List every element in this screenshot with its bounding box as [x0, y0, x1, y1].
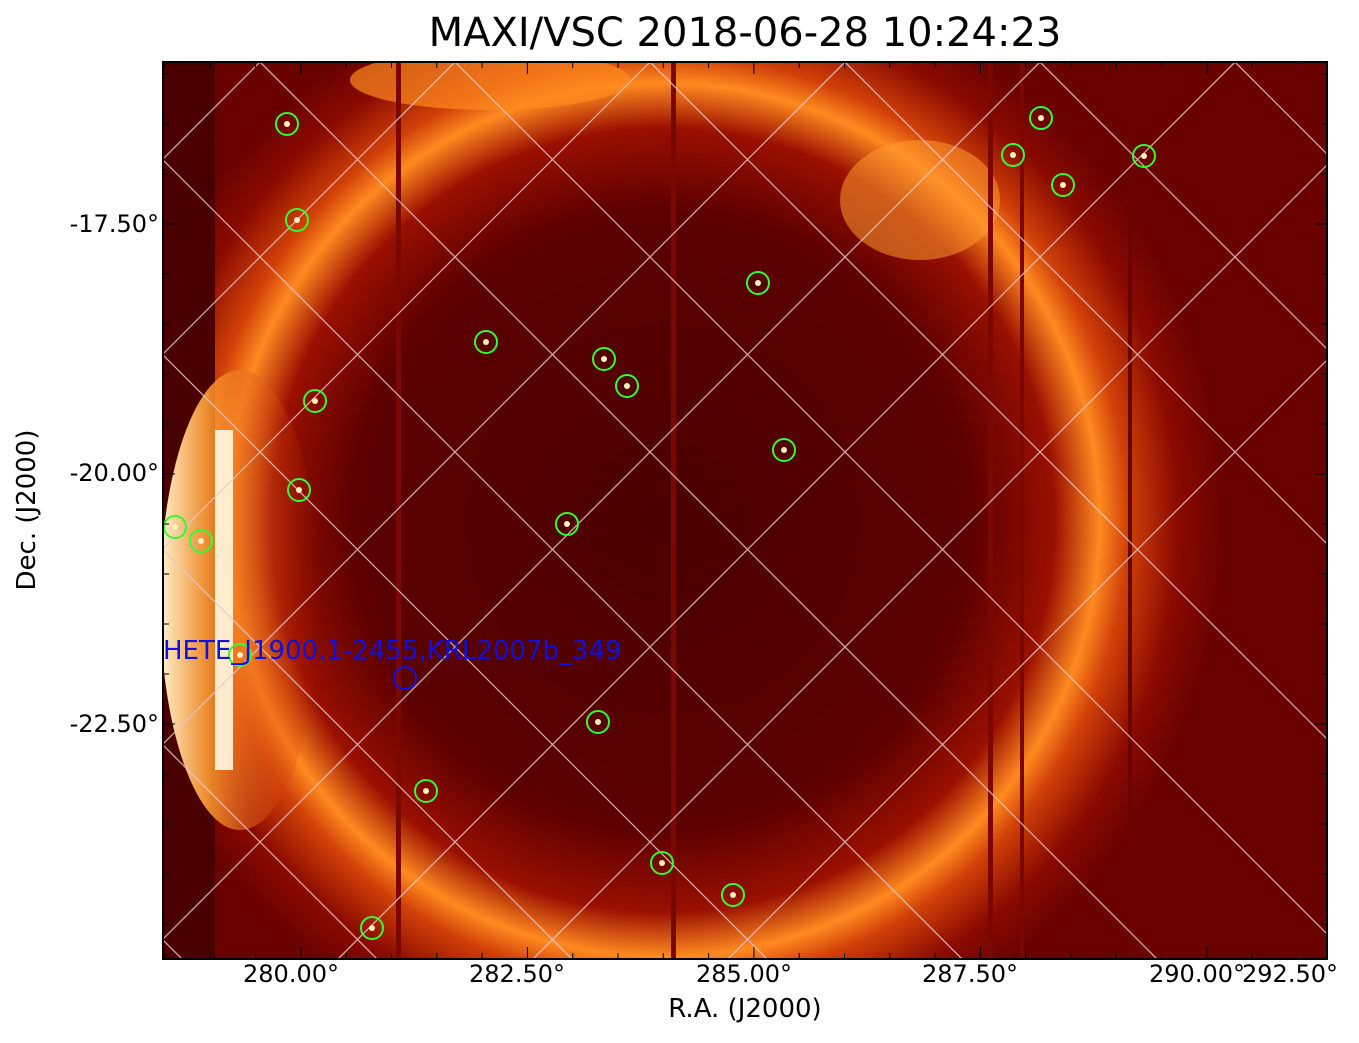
plot-title: MAXI/VSC 2018-06-28 10:24:23 — [428, 10, 1062, 56]
source-circle — [360, 916, 384, 940]
source-point — [423, 788, 429, 794]
source-circle — [746, 271, 770, 295]
source-circle — [1029, 106, 1053, 130]
stripe — [1020, 62, 1024, 959]
grid-line — [727, 359, 1327, 959]
source-circle — [650, 851, 674, 875]
left-bright-column — [215, 430, 233, 770]
source-point — [296, 487, 302, 493]
grid-line — [163, 62, 846, 745]
source-point — [564, 521, 570, 527]
image-layer — [163, 62, 1327, 959]
source-point — [1141, 153, 1147, 159]
source-circle — [592, 347, 616, 371]
x-tick-label: 287.50° — [922, 960, 1018, 988]
source-point — [595, 719, 601, 725]
source-point — [198, 538, 204, 544]
source-circle — [414, 779, 438, 803]
x-tick-label: 280.00° — [243, 960, 339, 988]
source-point — [1038, 115, 1044, 121]
grid-line — [337, 62, 1236, 959]
source-point — [755, 280, 761, 286]
source-point — [601, 356, 607, 362]
left-bright-glow — [163, 370, 320, 830]
source-point — [237, 652, 243, 658]
source-point — [1010, 152, 1016, 158]
grid-line — [454, 62, 1327, 935]
source-point — [659, 860, 665, 866]
source-point — [1060, 182, 1066, 188]
grid-line — [163, 159, 963, 959]
stripe — [988, 62, 993, 959]
grid-line — [1039, 62, 1327, 350]
x-tick-label: 290.00° — [1149, 960, 1245, 988]
source-circle — [474, 330, 498, 354]
x-tick-label: 285.00° — [696, 960, 792, 988]
grid-line — [163, 62, 651, 550]
source-point — [369, 925, 375, 931]
y-axis-label: Dec. (J2000) — [12, 429, 42, 591]
source-point — [730, 892, 736, 898]
source-circle — [228, 643, 252, 667]
grid-line — [844, 62, 1327, 545]
source-label: HETE_J1900.1-2455,KRL2007b_349 — [163, 636, 622, 666]
source-circle — [721, 883, 745, 907]
x-axis-label: R.A. (J2000) — [668, 994, 822, 1024]
coordinate-grid — [163, 62, 1327, 959]
source-circle — [555, 512, 579, 536]
y-tick-label: -17.50° — [69, 210, 159, 238]
grid-line — [163, 62, 456, 355]
target-marker — [393, 666, 417, 690]
grid-line — [649, 62, 1327, 740]
grid-line — [532, 164, 1327, 959]
source-point — [172, 524, 178, 530]
top-ring-bright — [350, 62, 630, 110]
source-circle — [189, 529, 213, 553]
source-circle — [285, 208, 309, 232]
source-circle — [275, 112, 299, 136]
source-point — [624, 383, 630, 389]
source-markers — [163, 106, 1156, 940]
source-circle — [287, 478, 311, 502]
y-tick-label: -20.00° — [69, 459, 159, 487]
source-point — [483, 339, 489, 345]
source-circle — [615, 374, 639, 398]
source-point — [284, 121, 290, 127]
source-circle — [303, 389, 327, 413]
stripe — [1128, 62, 1132, 959]
source-circle — [586, 710, 610, 734]
source-circle — [1001, 143, 1025, 167]
background-emission — [163, 62, 1327, 959]
grid-line — [163, 549, 573, 959]
source-point — [294, 217, 300, 223]
grid-line — [163, 62, 1041, 940]
x-tick-label: 282.50° — [469, 960, 565, 988]
source-circle — [1132, 144, 1156, 168]
stripe — [396, 62, 401, 959]
grid-line — [259, 62, 1158, 959]
source-circle — [1051, 173, 1075, 197]
stripe — [671, 62, 676, 959]
plot-frame — [162, 61, 1328, 960]
upper-right-ring-bright — [840, 140, 1000, 260]
grid-line — [163, 744, 378, 959]
x-tick-label: 292.50° — [1242, 960, 1338, 988]
grid-line — [163, 354, 768, 959]
y-tick-label: -22.50° — [69, 710, 159, 738]
source-point — [781, 447, 787, 453]
axis-ticks — [163, 62, 1327, 959]
source-point — [312, 398, 318, 404]
source-circle — [772, 438, 796, 462]
